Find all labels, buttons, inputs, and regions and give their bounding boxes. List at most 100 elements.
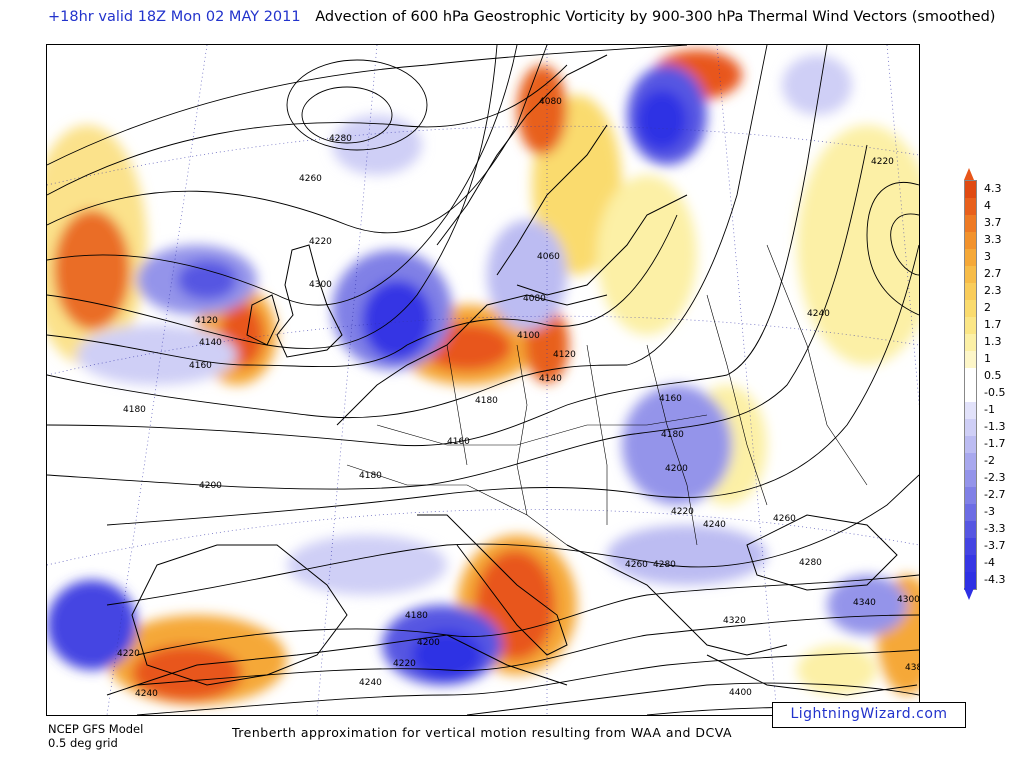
legend-label: 4	[984, 199, 991, 212]
legend-label: -4	[984, 556, 995, 569]
model-info: NCEP GFS Model 0.5 deg grid	[48, 722, 143, 750]
legend-label: -3.3	[984, 522, 1006, 535]
legend-label: 1	[984, 352, 991, 365]
shade-west-atlantic-core	[54, 210, 130, 330]
contour-label: 4380	[905, 663, 919, 673]
shade-north-atlantic-weak-negative	[332, 115, 422, 175]
legend-label: -0.5	[984, 386, 1006, 399]
legend-label: 3.3	[984, 233, 1002, 246]
contour-label: 4080	[539, 97, 562, 107]
coast-continent	[336, 294, 608, 426]
contour-label: 4160	[659, 394, 682, 404]
legend-swatch	[965, 436, 976, 453]
contour-labels: 4280 4260 4220 4300 4120 4140 4160 4180 4200 4180…	[117, 97, 919, 699]
legend-label: 1.7	[984, 318, 1002, 331]
contour-label: 4400	[729, 688, 752, 698]
legend-swatch	[965, 453, 976, 470]
shade-morocco-negative	[47, 580, 137, 670]
chart-description: Trenberth approximation for vertical mot…	[232, 725, 733, 740]
contour-label: 4240	[359, 678, 382, 688]
legend-swatch	[965, 232, 976, 249]
legend-swatch	[965, 402, 976, 419]
legend-swatch	[965, 283, 976, 300]
contour-label: 4340	[853, 598, 876, 608]
shade-finland-core	[637, 90, 687, 150]
contour-label: 4200	[665, 464, 688, 474]
credit-link[interactable]: LightningWizard.com	[772, 702, 966, 728]
shade-france-weak-negative	[287, 535, 447, 595]
coast-uk	[276, 244, 343, 358]
legend-swatch	[965, 334, 976, 351]
legend-swatch	[965, 300, 976, 317]
contour-label: 4320	[723, 616, 746, 626]
legend-swatch	[965, 521, 976, 538]
contour-label: 4180	[123, 405, 146, 415]
graticule	[47, 45, 919, 715]
shade-spain-core	[132, 645, 242, 701]
advection-shading	[47, 50, 919, 705]
legend-swatch	[965, 249, 976, 266]
legend-swatch	[965, 385, 976, 402]
legend-label: -2.7	[984, 488, 1006, 501]
coast-iberia	[131, 544, 348, 686]
legend-label: -3.7	[984, 539, 1006, 552]
legend-swatch	[965, 538, 976, 555]
legend-label: 2.3	[984, 284, 1002, 297]
contour-label: 4240	[807, 309, 830, 319]
legend-upper-arrow	[964, 168, 974, 180]
legend-swatch	[965, 504, 976, 521]
legend-colorbar	[964, 180, 977, 590]
shade-sweden-negative	[487, 220, 567, 330]
coast-ireland	[246, 294, 280, 346]
contour-label: 4080	[523, 294, 546, 304]
contour-label: 4220	[393, 659, 416, 669]
contour-label: 4140	[199, 338, 222, 348]
contour-label: 4060	[537, 252, 560, 262]
legend-swatch	[965, 351, 976, 368]
color-legend: 4.3 4 3.7 3.3 3 2.7 2.3 2 1.7 1.3 1 0.5 -0.5 -1 -1.3 -1…	[958, 168, 1018, 600]
contour-label: 4120	[195, 316, 218, 326]
shade-norway-core	[517, 65, 567, 155]
legend-swatch	[965, 198, 976, 215]
legend-label: -2.3	[984, 471, 1006, 484]
contour-label: 4260	[299, 174, 322, 184]
contour-label: 4300	[897, 595, 919, 605]
shade-atlantic-weak-negative	[77, 325, 237, 385]
contour-label: 4280	[653, 560, 676, 570]
legend-label: 0.5	[984, 369, 1002, 382]
contour-label: 4140	[539, 374, 562, 384]
legend-label: -1.7	[984, 437, 1006, 450]
legend-swatch	[965, 555, 976, 572]
legend-swatch	[965, 317, 976, 334]
coast-baltic	[516, 194, 688, 296]
coast-turkey	[706, 654, 918, 696]
contour-label: 4180	[661, 430, 684, 440]
contour-label: 4260	[773, 514, 796, 524]
map-svg: 4280 4260 4220 4300 4120 4140 4160 4180 4200 4180…	[47, 45, 919, 715]
valid-time-label: +18hr valid 18Z Mon 02 MAY 2011	[48, 9, 301, 25]
legend-swatch	[965, 215, 976, 232]
contour-label: 4220	[871, 157, 894, 167]
contour-label: 4280	[329, 134, 352, 144]
shade-russia-positive	[797, 125, 919, 365]
coast-balkans	[566, 544, 788, 656]
legend-label: 2	[984, 301, 991, 314]
legend-label: -4.3	[984, 573, 1006, 586]
legend-lower-arrow	[964, 588, 974, 600]
grid-resolution: 0.5 deg grid	[48, 736, 118, 750]
chart-title: Advection of 600 hPa Geostrophic Vortici…	[315, 9, 996, 25]
contour-label: 4200	[417, 638, 440, 648]
legend-swatch	[965, 487, 976, 504]
legend-label: -2	[984, 454, 995, 467]
contour-label: 4160	[189, 361, 212, 371]
contour-label: 4300	[309, 280, 332, 290]
shade-atlantic-core	[177, 260, 237, 300]
legend-swatch	[965, 470, 976, 487]
coast-norway	[436, 54, 608, 246]
legend-swatch	[965, 266, 976, 283]
contour-label: 4280	[799, 558, 822, 568]
contour-label: 4100	[517, 331, 540, 341]
contour-label: 4120	[553, 350, 576, 360]
legend-swatch	[965, 368, 976, 385]
contour-label: 4180	[475, 396, 498, 406]
